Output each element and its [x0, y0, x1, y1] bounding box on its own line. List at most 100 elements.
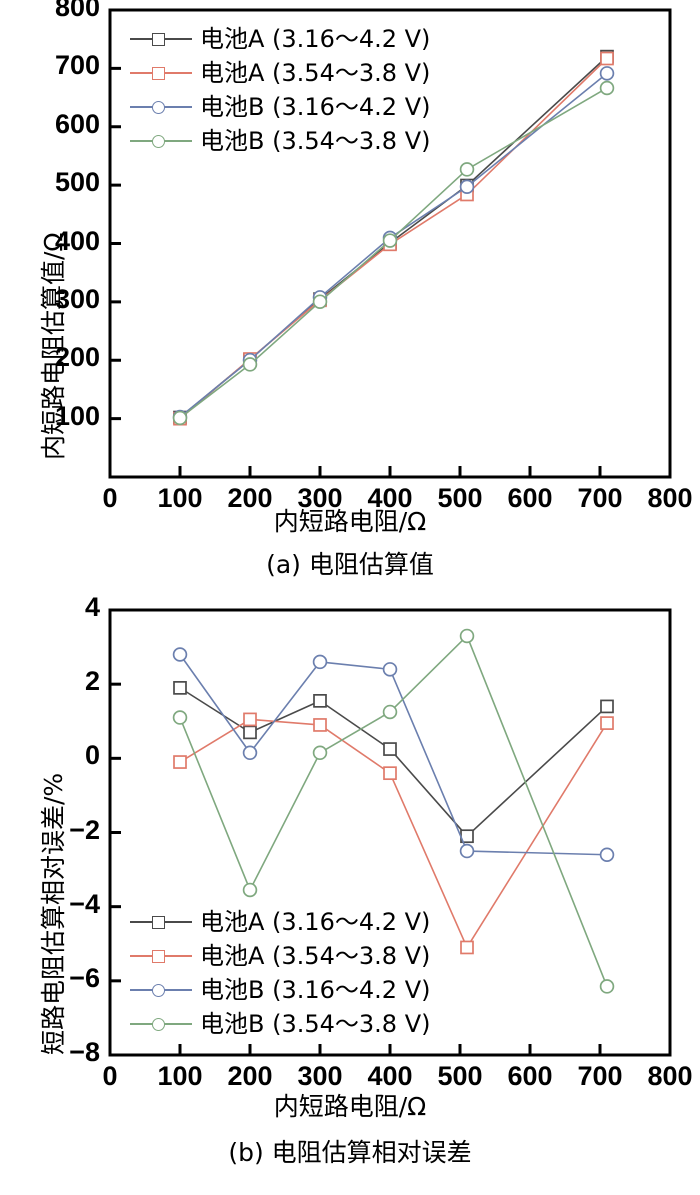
panel-b-relative-error: 短路电阻估算相对误差/% 内短路电阻/Ω (b) 电阻估算相对误差 电池A (3… — [0, 592, 700, 1195]
data-point — [243, 712, 257, 727]
legend-circle-marker-icon — [152, 1018, 165, 1031]
panel-a-legend: 电池A (3.16～4.2 V) 电池A (3.54～3.8 V) 电池B (3.1… — [130, 22, 430, 158]
series-line-2 — [179, 72, 608, 418]
data-point — [459, 628, 475, 644]
legend-label: 电池A (3.54～3.8 V) — [200, 942, 431, 970]
data-point — [312, 294, 328, 309]
data-point — [459, 179, 475, 195]
data-point — [242, 882, 258, 898]
data-point — [459, 162, 475, 177]
legend-line-sample-icon — [130, 946, 192, 966]
legend-circle-marker-icon — [152, 101, 165, 114]
series-line-3 — [179, 87, 608, 419]
x-tick-label: 800 — [647, 1061, 693, 1091]
data-point — [243, 725, 257, 740]
x-tick-label: 700 — [577, 1061, 623, 1091]
data-point — [173, 681, 187, 695]
legend-item: 电池B (3.54～3.8 V) — [130, 124, 430, 158]
panel-b-caption: (b) 电阻估算相对误差 — [228, 1138, 472, 1167]
data-point — [312, 745, 328, 761]
legend-line-sample-icon — [130, 912, 192, 932]
y-tick-label: −6 — [69, 962, 100, 993]
panel-a-x-axis-title: 内短路电阻/Ω — [273, 507, 427, 536]
x-tick-label: 100 — [157, 483, 203, 513]
legend-item: 电池A (3.16～4.2 V) — [130, 22, 430, 56]
legend-label: 电池B (3.16～4.2 V) — [200, 93, 431, 121]
data-point — [172, 647, 188, 662]
legend-line-sample-icon — [130, 980, 192, 1000]
y-tick-label: −8 — [69, 1037, 100, 1067]
panel-a-caption: (a) 电阻估算值 — [266, 550, 434, 579]
panel-b-svg — [108, 608, 672, 1057]
legend-square-marker-icon — [152, 950, 165, 963]
x-tick-label: 600 — [507, 483, 553, 513]
x-tick-label: 500 — [437, 1061, 483, 1091]
legend-item: 电池B (3.16～4.2 V) — [130, 90, 430, 124]
x-tick-label: 400 — [367, 483, 413, 513]
legend-label: 电池B (3.54～3.8 V) — [200, 127, 431, 155]
y-tick-label: 2 — [84, 666, 100, 697]
y-tick-label: 800 — [54, 0, 100, 22]
data-point — [382, 704, 398, 720]
y-tick-label: 600 — [54, 108, 100, 139]
panel-a-resistance-estimate: 内短路电阻估算值/Ω 内短路电阻/Ω (a) 电阻估算值 电池A (3.16～4… — [39, 0, 693, 579]
data-point — [172, 710, 188, 725]
data-point — [383, 742, 397, 756]
panel-b-x-axis-title: 内短路电阻/Ω — [273, 1092, 427, 1121]
legend-square-marker-icon — [152, 67, 165, 80]
x-tick-label: 300 — [297, 1061, 343, 1091]
legend-label: 电池A (3.54～3.8 V) — [200, 59, 431, 87]
y-tick-label: 300 — [54, 283, 100, 314]
x-tick-label: 500 — [437, 483, 483, 513]
data-point — [383, 766, 397, 781]
data-point — [600, 51, 614, 66]
legend-item: 电池A (3.54～3.8 V) — [130, 56, 430, 90]
legend-item: 电池A (3.54～3.8 V) — [130, 939, 430, 973]
legend-line-sample-icon — [130, 1014, 192, 1034]
y-tick-label: 0 — [84, 740, 100, 771]
data-point — [172, 410, 188, 426]
legend-item: 电池A (3.16～4.2 V) — [130, 905, 430, 939]
x-tick-label: 700 — [577, 483, 623, 513]
panel-a-svg — [108, 8, 672, 479]
y-tick-label: −2 — [69, 814, 100, 845]
data-point — [382, 662, 398, 677]
series-line-0 — [179, 687, 608, 838]
x-tick-label: 100 — [157, 1061, 203, 1091]
x-tick-label: 300 — [297, 483, 343, 513]
data-point — [313, 718, 327, 732]
data-point — [242, 745, 258, 761]
legend-label: 电池B (3.54～3.8 V) — [200, 1010, 431, 1038]
legend-label: 电池B (3.16～4.2 V) — [200, 976, 431, 1004]
data-point — [173, 755, 187, 769]
legend-label: 电池A (3.16～4.2 V) — [200, 25, 431, 53]
data-point — [312, 654, 328, 670]
y-tick-label: 400 — [54, 225, 100, 256]
x-tick-label: 400 — [367, 1061, 413, 1091]
data-point — [460, 940, 474, 955]
data-point — [600, 716, 614, 730]
legend-square-marker-icon — [152, 33, 165, 46]
legend-line-sample-icon — [130, 29, 192, 49]
data-point — [242, 357, 258, 372]
legend-item: 电池B (3.54～3.8 V) — [130, 1007, 430, 1041]
panel-b-plot-area — [0, 595, 700, 1195]
panel-b-legend: 电池A (3.16～4.2 V) 电池A (3.54～3.8 V) 电池B (3.1… — [130, 905, 430, 1041]
y-tick-label: 200 — [54, 342, 100, 373]
data-point — [599, 66, 615, 81]
data-point — [459, 843, 475, 859]
series-line-2 — [179, 654, 608, 856]
legend-line-sample-icon — [130, 63, 192, 83]
x-tick-label: 200 — [227, 483, 273, 513]
x-tick-label: 600 — [507, 1061, 553, 1091]
x-tick-label: 800 — [647, 483, 693, 513]
data-point — [382, 233, 398, 248]
y-tick-label: 100 — [54, 400, 100, 431]
x-tick-label: 0 — [102, 483, 118, 513]
series-line-1 — [179, 718, 608, 949]
y-tick-label: 700 — [54, 50, 100, 81]
legend-label: 电池A (3.16～4.2 V) — [200, 908, 431, 936]
data-point — [599, 80, 615, 96]
data-point — [313, 693, 327, 708]
panel-a-plot-area — [108, 8, 672, 479]
